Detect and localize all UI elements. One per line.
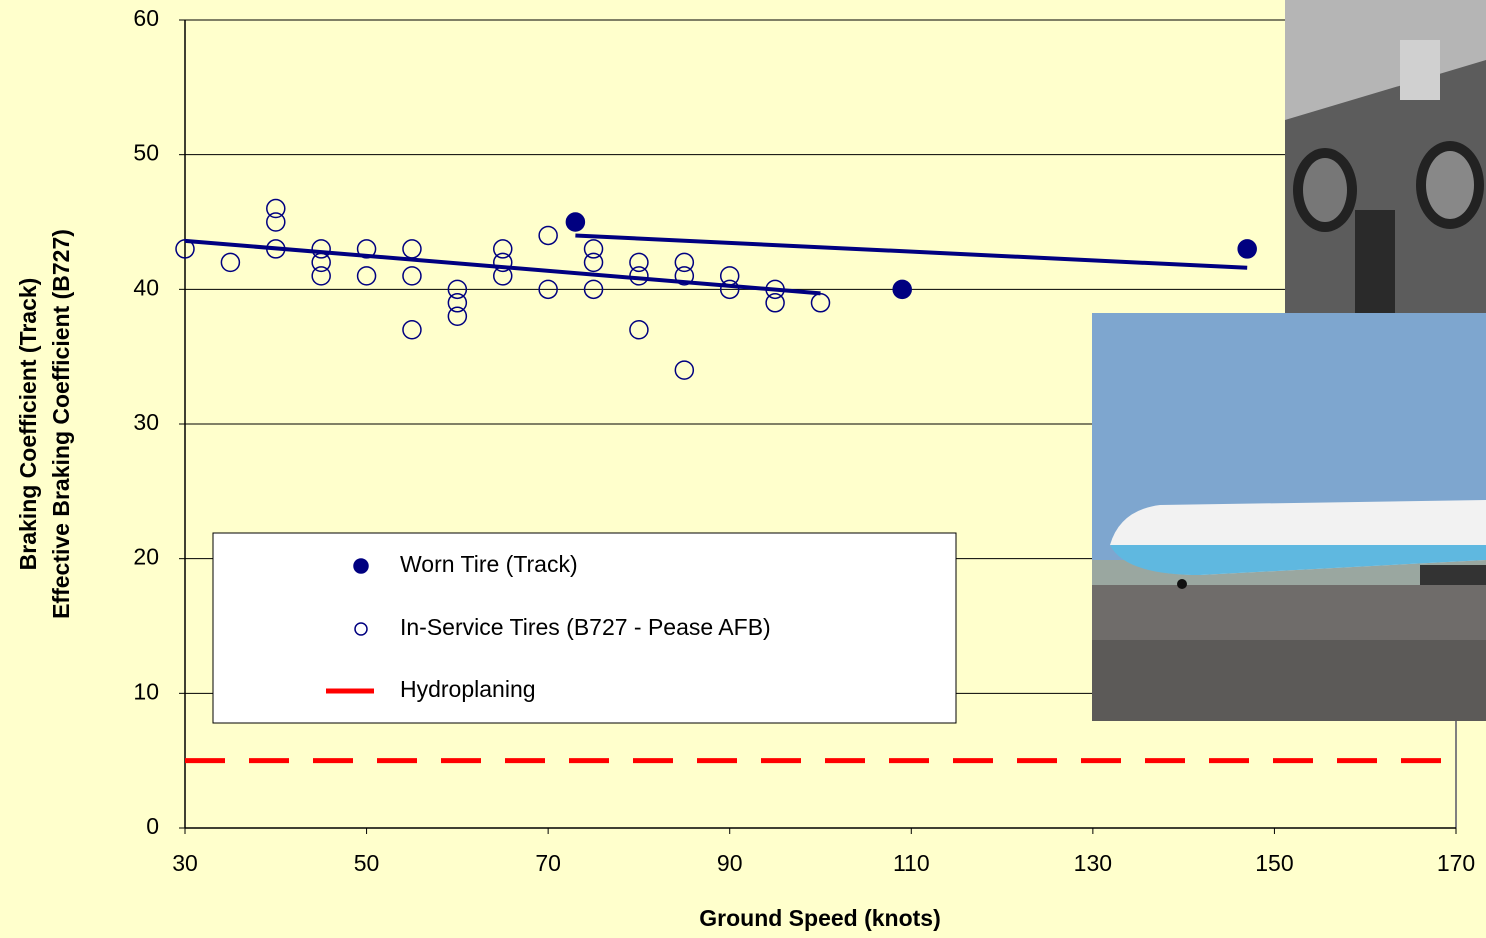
- in-service-point: [311, 252, 331, 273]
- in-service-point: [402, 239, 422, 259]
- in-service-point: [356, 239, 377, 259]
- y-tick-label: 10: [133, 678, 159, 704]
- x-tick-label: 110: [893, 850, 930, 876]
- y-tick-label: 0: [146, 813, 159, 839]
- in-service-point: [674, 360, 695, 380]
- y-tick-label: 60: [133, 5, 159, 31]
- x-tick-label: 50: [354, 850, 380, 876]
- legend-label: In-Service Tires (B727 - Pease AFB): [400, 614, 771, 640]
- in-service-point: [538, 225, 558, 246]
- plot-area: 0 10 20 30 40 50 60 30 50 70 90 110 130 150 170 Ground …: [15, 5, 1475, 931]
- in-service-point: [402, 319, 422, 340]
- in-service-point: [765, 279, 785, 300]
- in-service-point: [674, 266, 695, 286]
- y-tick-label: 20: [133, 544, 159, 570]
- legend: Worn Tire (Track) In-Service Tires (B727 …: [212, 532, 957, 724]
- legend-label: Worn Tire (Track): [400, 551, 578, 577]
- y-axis-title: Effective Braking Coefficient (B727): [48, 229, 74, 619]
- worn-tire-point: [1237, 239, 1257, 259]
- in-service-point: [810, 293, 831, 313]
- y-axis-title: Braking Coefficient (Track): [15, 278, 41, 571]
- in-service-point: [493, 239, 513, 259]
- in-service-point: [220, 252, 241, 273]
- in-service-point: [719, 266, 740, 286]
- in-service-point: [765, 293, 785, 313]
- legend-marker: [353, 558, 369, 574]
- in-service-point: [538, 279, 558, 300]
- in-service-point: [356, 266, 377, 286]
- in-service-point: [719, 279, 740, 300]
- test-track-photo: [1285, 0, 1486, 313]
- in-service-point: [629, 266, 649, 286]
- legend-marker: [354, 622, 368, 636]
- in-service-point: [493, 252, 513, 273]
- in-service-point: [447, 306, 468, 327]
- photos: [1092, 0, 1486, 721]
- x-tick-label: 90: [717, 850, 743, 876]
- in-service-point: [266, 239, 286, 259]
- in-service-point: [402, 266, 422, 286]
- in-service-point: [629, 319, 649, 340]
- y-tick-label: 50: [133, 140, 159, 166]
- in-service-point: [266, 212, 286, 232]
- in-service-point: [493, 266, 513, 286]
- in-service-point: [674, 252, 695, 273]
- in-service-point: [583, 239, 604, 259]
- airplane-photo: [1092, 313, 1486, 721]
- x-tick-label: 30: [172, 850, 198, 876]
- y-tick-label: 30: [133, 409, 159, 435]
- in-service-point: [266, 198, 286, 219]
- x-tick-label: 150: [1255, 850, 1293, 876]
- in-service-point: [311, 266, 331, 286]
- worn-tire-point: [892, 279, 912, 300]
- in-service-point: [447, 293, 468, 313]
- in-service-point: [629, 252, 649, 273]
- x-axis-title: Ground Speed (knots): [699, 905, 941, 931]
- in-service-point: [583, 252, 604, 273]
- in-service-point: [175, 239, 195, 259]
- x-tick-label: 70: [535, 850, 561, 876]
- in-service-point: [311, 239, 331, 259]
- x-tick-label: 130: [1074, 850, 1112, 876]
- in-service-point: [447, 279, 468, 300]
- trendline: [575, 233, 1248, 270]
- x-tick-label: 170: [1437, 850, 1475, 876]
- worn-tire-point: [565, 212, 586, 232]
- in-service-point: [583, 279, 604, 300]
- y-tick-label: 40: [133, 274, 159, 300]
- legend-label: Hydroplaning: [400, 676, 536, 702]
